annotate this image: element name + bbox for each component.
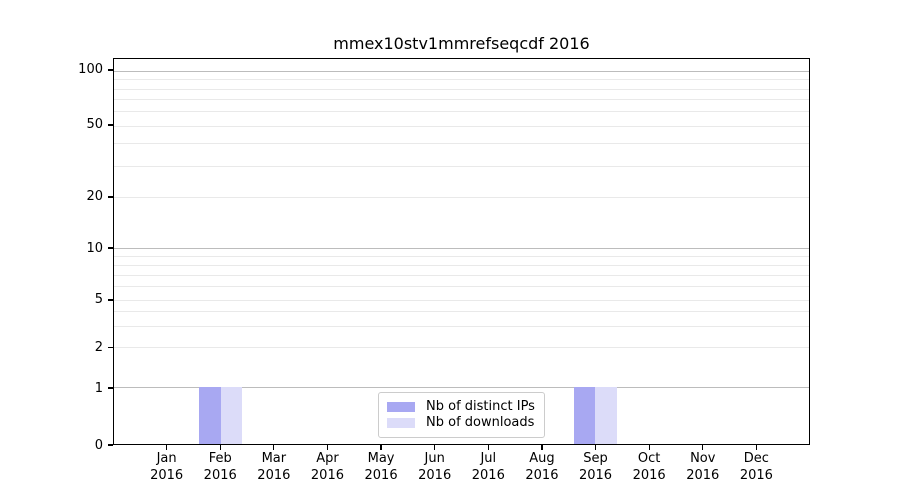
x-tick-month: Sep — [583, 451, 608, 466]
legend-swatch-downloads-icon — [387, 418, 415, 428]
gridline-y-30 — [114, 165, 809, 167]
x-tick-month: Jun — [424, 451, 445, 466]
x-tick-year: 2016 — [418, 468, 452, 483]
x-tick-month: Feb — [208, 451, 232, 466]
x-tick-label-jun: Jun 2016 — [400, 450, 470, 484]
x-tick-aug — [541, 445, 543, 450]
x-tick-mar — [273, 445, 275, 450]
x-tick-label-feb: Feb 2016 — [185, 450, 255, 484]
gridline-y-10 — [114, 248, 809, 250]
legend-entry-downloads: Nb of downloads — [387, 415, 536, 431]
x-tick-may — [380, 445, 382, 450]
legend: Nb of distinct IPs Nb of downloads — [378, 392, 545, 438]
gridline-y-60 — [114, 111, 809, 113]
x-tick-month: Dec — [743, 451, 769, 466]
gridline-y-100 — [114, 70, 809, 72]
x-tick-year: 2016 — [686, 468, 720, 483]
y-tick-label-2: 2 — [94, 339, 103, 355]
bar-distinct-ips-sep — [573, 387, 596, 444]
x-tick-jan — [165, 445, 168, 450]
x-tick-oct — [648, 445, 650, 450]
legend-entry-distinct-ips: Nb of distinct IPs — [387, 399, 536, 415]
y-tick-label-1: 1 — [94, 380, 103, 396]
y-tick-0 — [108, 444, 113, 446]
y-tick-label-50: 50 — [86, 117, 103, 133]
x-tick-label-aug: Aug 2016 — [507, 450, 577, 484]
x-tick-sep — [594, 445, 597, 450]
y-tick-50 — [108, 124, 113, 126]
y-tick-1 — [108, 387, 113, 389]
gridline-y-80 — [114, 88, 809, 90]
plot-area: Nb of distinct IPs Nb of downloads — [113, 58, 810, 445]
x-tick-year: 2016 — [471, 468, 505, 483]
bar-distinct-ips-feb — [199, 387, 221, 444]
x-tick-year: 2016 — [150, 468, 184, 483]
y-tick-100 — [108, 69, 113, 71]
x-tick-month: Oct — [637, 451, 661, 466]
x-tick-nov — [702, 445, 704, 450]
gridline-y-7 — [114, 274, 809, 276]
gridline-y-50 — [114, 125, 809, 127]
y-tick-5 — [108, 299, 113, 301]
x-tick-label-mar: Mar 2016 — [239, 450, 309, 484]
y-tick-2 — [108, 346, 113, 349]
x-tick-year: 2016 — [257, 468, 291, 483]
x-tick-label-sep: Sep 2016 — [561, 450, 631, 484]
gridline-y-3 — [114, 326, 809, 328]
gridline-y-6 — [114, 286, 809, 288]
gridline-y-4 — [114, 311, 809, 313]
legend-label-downloads: Nb of downloads — [426, 415, 535, 430]
x-tick-label-dec: Dec 2016 — [721, 450, 791, 484]
x-tick-year: 2016 — [632, 468, 666, 483]
x-tick-year: 2016 — [525, 468, 559, 483]
bar-downloads-feb — [220, 387, 243, 444]
x-tick-label-jan: Jan 2016 — [132, 450, 202, 484]
x-tick-dec — [755, 445, 758, 450]
x-tick-apr — [326, 445, 329, 450]
gridline-y-9 — [114, 255, 809, 257]
x-tick-month: Apr — [316, 451, 339, 466]
x-tick-year: 2016 — [739, 468, 773, 483]
x-tick-label-oct: Oct 2016 — [614, 450, 684, 484]
y-tick-label-100: 100 — [78, 62, 103, 78]
gridline-layer — [114, 59, 809, 444]
y-tick-label-20: 20 — [86, 189, 103, 205]
x-tick-month: Mar — [261, 451, 287, 466]
x-tick-month: Aug — [529, 451, 555, 466]
bar-layer — [114, 59, 809, 444]
x-tick-label-apr: Apr 2016 — [292, 450, 362, 484]
x-tick-label-nov: Nov 2016 — [668, 450, 738, 484]
x-tick-month: Jul — [480, 451, 497, 466]
x-tick-feb — [219, 445, 221, 450]
x-tick-month: May — [367, 451, 395, 466]
gridline-y-40 — [114, 143, 809, 145]
x-tick-jul — [487, 445, 489, 450]
bar-downloads-sep — [595, 387, 617, 444]
x-tick-year: 2016 — [310, 468, 344, 483]
legend-label-distinct-ips: Nb of distinct IPs — [426, 399, 535, 414]
chart-title: mmex10stv1mmrefseqcdf 2016 — [333, 34, 590, 53]
gridline-y-90 — [114, 79, 809, 81]
x-tick-label-jul: Jul 2016 — [453, 450, 523, 484]
x-tick-month: Jan — [156, 451, 177, 466]
gridline-y-1 — [114, 387, 809, 389]
x-tick-year: 2016 — [364, 468, 398, 483]
x-tick-month: Nov — [690, 451, 716, 466]
gridline-y-8 — [114, 264, 809, 266]
gridline-y-20 — [114, 197, 809, 199]
x-tick-year: 2016 — [203, 468, 237, 483]
x-tick-year: 2016 — [578, 468, 613, 483]
y-tick-label-0: 0 — [94, 437, 103, 453]
legend-swatch-distinct-ips-icon — [387, 402, 415, 412]
y-tick-10 — [108, 247, 113, 249]
y-tick-label-5: 5 — [94, 292, 103, 308]
gridline-y-5 — [114, 299, 809, 301]
gridline-y-2 — [114, 346, 809, 348]
x-tick-label-may: May 2016 — [346, 450, 416, 484]
y-tick-label-10: 10 — [86, 240, 103, 256]
gridline-y-70 — [114, 99, 809, 101]
x-tick-jun — [434, 445, 436, 450]
y-tick-20 — [108, 196, 113, 198]
